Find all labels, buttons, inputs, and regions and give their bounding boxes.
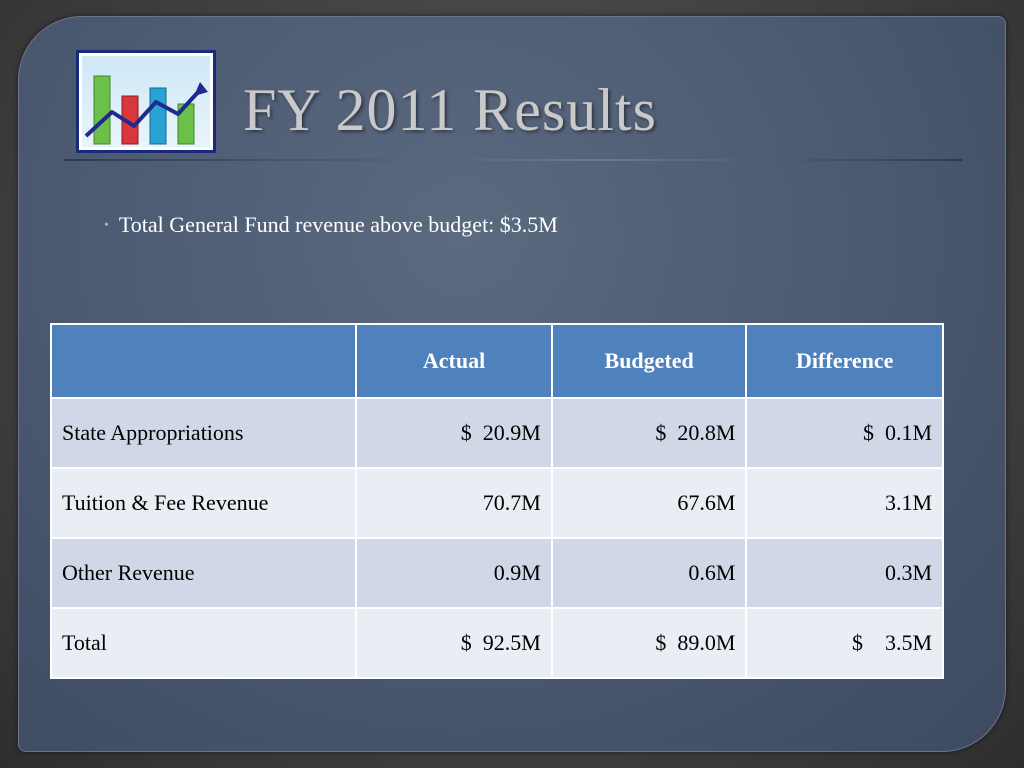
- cell-budgeted: $ 20.8M: [550, 397, 748, 469]
- header-actual: Actual: [355, 323, 553, 399]
- cell-difference: $ 0.1M: [745, 397, 944, 469]
- bar-chart-trend-icon: [76, 50, 216, 153]
- row-label: Total: [49, 607, 358, 679]
- bullet-dot-icon: •: [104, 218, 109, 233]
- row-label: Other Revenue: [49, 537, 358, 609]
- results-table: Actual Budgeted Difference State Appropr…: [49, 323, 944, 679]
- cell-budgeted: 0.6M: [550, 537, 748, 609]
- header-difference: Difference: [745, 323, 944, 399]
- cell-difference: 0.3M: [745, 537, 944, 609]
- header-blank: [49, 323, 358, 399]
- table-row: Other Revenue 0.9M 0.6M 0.3M: [49, 537, 944, 609]
- table-header-row: Actual Budgeted Difference: [49, 323, 944, 399]
- title-divider: [64, 159, 962, 161]
- slide-title: FY 2011 Results: [243, 77, 657, 143]
- table-row: Total $ 92.5M $ 89.0M $ 3.5M: [49, 607, 944, 679]
- row-label: Tuition & Fee Revenue: [49, 467, 358, 539]
- cell-budgeted: 67.6M: [550, 467, 748, 539]
- table-row: Tuition & Fee Revenue 70.7M 67.6M 3.1M: [49, 467, 944, 539]
- row-label: State Appropriations: [49, 397, 358, 469]
- bullet-text: Total General Fund revenue above budget:…: [118, 212, 558, 237]
- cell-difference: 3.1M: [745, 467, 944, 539]
- header-budgeted: Budgeted: [550, 323, 748, 399]
- cell-budgeted: $ 89.0M: [550, 607, 748, 679]
- bullet-item: • Total General Fund revenue above budget…: [104, 212, 558, 238]
- cell-actual: $ 92.5M: [355, 607, 553, 679]
- cell-difference: $ 3.5M: [745, 607, 944, 679]
- table-row: State Appropriations $ 20.9M $ 20.8M $ 0…: [49, 397, 944, 469]
- cell-actual: $ 20.9M: [355, 397, 553, 469]
- cell-actual: 0.9M: [355, 537, 553, 609]
- cell-actual: 70.7M: [355, 467, 553, 539]
